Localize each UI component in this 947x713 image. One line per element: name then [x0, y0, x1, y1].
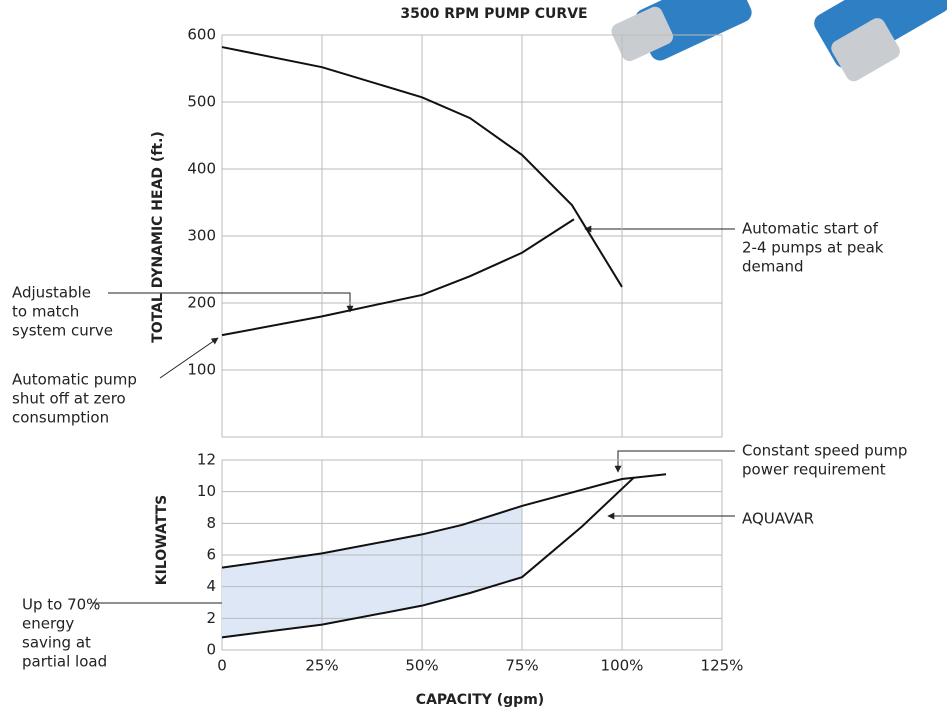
- data-line: [221, 473, 667, 569]
- y-tick-label: 100: [187, 361, 216, 379]
- annotation: demand: [742, 258, 804, 276]
- x-tick-label: 75%: [505, 657, 538, 675]
- annotation: Automatic pump: [12, 371, 137, 389]
- chart-title: 3500 RPM PUMP CURVE: [400, 6, 587, 22]
- y-tick-label: 4: [206, 577, 216, 595]
- y-tick-label: 10: [197, 482, 216, 500]
- annotation: to match: [12, 303, 79, 321]
- y-tick-label: 200: [187, 294, 216, 312]
- saving-area: [222, 505, 522, 638]
- pump-image: [611, 0, 947, 82]
- x-tick-label: 100%: [601, 657, 644, 675]
- y-tick-label: 8: [206, 514, 216, 532]
- annotation: energy: [22, 615, 74, 633]
- y-tick-label: 6: [206, 546, 216, 564]
- x-tick-label: 50%: [405, 657, 438, 675]
- data-line: [221, 476, 635, 639]
- x-tick-label: 125%: [701, 657, 744, 675]
- y-axis-title: KILOWATTS: [154, 495, 170, 585]
- x-tick-label: 25%: [305, 657, 338, 675]
- annotation: Constant speed pump: [742, 442, 907, 460]
- y-tick-label: 2: [206, 609, 216, 627]
- y-tick-label: 0: [206, 641, 216, 659]
- annotation: AQUAVAR: [742, 510, 814, 528]
- y-tick-label: 500: [187, 93, 216, 111]
- annotation: Up to 70%: [22, 596, 100, 614]
- y-axis-title: TOTAL DYNAMIC HEAD (ft.): [150, 131, 166, 343]
- annotation: saving at: [22, 634, 91, 652]
- data-line: [221, 46, 623, 288]
- annotation: power requirement: [742, 461, 886, 479]
- annotation: shut off at zero: [12, 390, 126, 408]
- y-tick-label: 300: [187, 227, 216, 245]
- annotation: partial load: [22, 653, 107, 671]
- y-tick-label: 600: [187, 26, 216, 44]
- y-tick-label: 12: [197, 451, 216, 469]
- annotation: system curve: [12, 322, 113, 340]
- annotation: consumption: [12, 409, 109, 427]
- annotation: Automatic start of: [742, 220, 879, 238]
- annotation: 2-4 pumps at peak: [742, 239, 884, 257]
- annotation: Adjustable: [12, 284, 91, 302]
- y-tick-label: 400: [187, 160, 216, 178]
- x-tick-label: 0: [217, 657, 227, 675]
- data-line: [221, 218, 575, 337]
- x-axis-title: CAPACITY (gpm): [416, 692, 544, 708]
